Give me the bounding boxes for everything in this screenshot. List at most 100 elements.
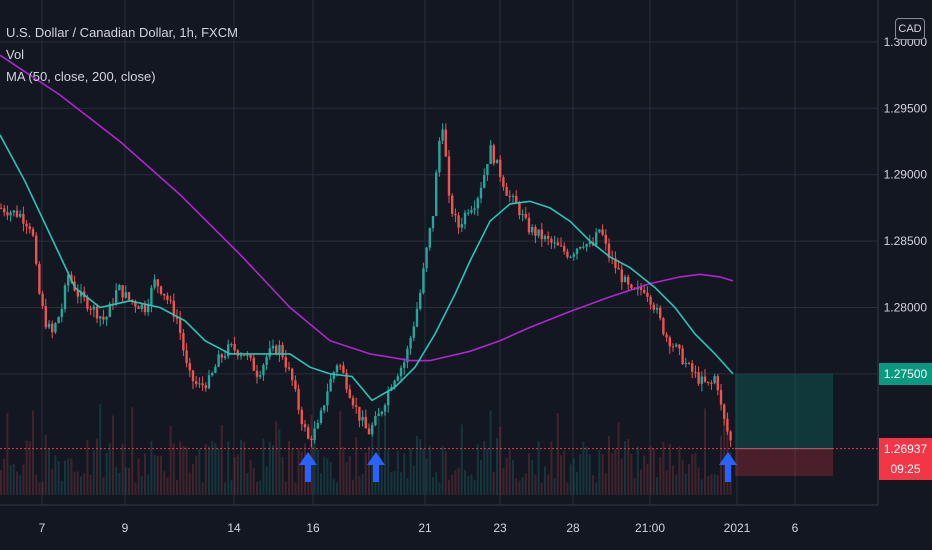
volume-bar (665, 470, 668, 495)
candle-body (547, 235, 550, 239)
candle-body (201, 383, 204, 386)
volume-bar (428, 445, 431, 495)
candle-body (518, 203, 521, 216)
candle-body (719, 390, 723, 405)
candle-body (25, 223, 28, 227)
candle-body (457, 215, 460, 228)
volume-bar (422, 448, 425, 495)
volume-bar (204, 444, 207, 495)
candle-body (28, 226, 31, 230)
volume-bar (156, 455, 159, 495)
volume-bar (592, 475, 594, 495)
volume-bar (694, 453, 697, 495)
candle-body (675, 344, 678, 347)
candle-body (195, 381, 198, 385)
candle-body (380, 411, 383, 414)
candle-body (563, 245, 566, 252)
candle-body (694, 371, 697, 373)
volume-bar (576, 471, 578, 495)
candle-body (607, 243, 611, 258)
volume-bar (80, 476, 82, 495)
volume-bar (275, 421, 278, 495)
volume-bar (268, 442, 271, 495)
candle-body (3, 208, 6, 213)
candle-body (134, 301, 137, 307)
legend-vol[interactable]: Vol (6, 47, 25, 62)
volume-bar (118, 472, 121, 495)
volume-bar (172, 443, 175, 495)
volume-bar (380, 462, 383, 495)
candle-body (271, 345, 275, 349)
volume-bar (140, 476, 143, 495)
volume-bar (220, 425, 223, 495)
support-arrows (299, 452, 737, 482)
volume-bar (361, 473, 364, 495)
volume-bar (134, 482, 137, 495)
position-box[interactable] (735, 373, 833, 477)
candle-body (102, 316, 105, 320)
currency-button[interactable]: CAD (895, 18, 925, 40)
volume-bar (54, 455, 57, 495)
volume-bar (688, 464, 690, 495)
volume-bar (713, 473, 716, 495)
candle-body (217, 354, 220, 367)
y-tick-label: 1.29500 (884, 101, 928, 115)
volume-bar (672, 465, 674, 495)
candle-body (284, 357, 287, 368)
candle-body (249, 354, 252, 358)
candle-body (691, 363, 694, 372)
volume-bar (310, 414, 313, 495)
candle-body (60, 309, 63, 318)
volume-bar (502, 468, 505, 495)
volume-bar (368, 446, 370, 495)
chart-title[interactable]: U.S. Dollar / Canadian Dollar, 1h, FXCM (6, 25, 238, 40)
candle-body (361, 416, 364, 421)
volume-bar (102, 477, 105, 495)
legend-ma[interactable]: MA (50, close, 200, close) (6, 69, 156, 84)
countdown-tag: 09:25 (879, 458, 932, 481)
candle-body (399, 367, 403, 377)
volume-bar (441, 445, 444, 495)
volume-bar (300, 451, 303, 495)
candle-body (617, 267, 620, 270)
candle-body (211, 372, 214, 376)
volume-bar (252, 467, 255, 495)
candle-body (31, 229, 35, 236)
candle-body (511, 195, 515, 197)
volume-bar (659, 457, 662, 495)
volume-bar (416, 435, 418, 495)
candle-body (726, 418, 729, 432)
candle-body (303, 424, 307, 428)
candle-body (393, 380, 396, 388)
volume-bar (636, 446, 639, 495)
volume-bar (473, 480, 476, 495)
volume-bar (19, 475, 22, 495)
candle-body (729, 431, 732, 441)
stop-loss-zone (735, 448, 833, 477)
volume-bar (332, 479, 335, 495)
candle-body (652, 304, 655, 310)
volume-bar (601, 454, 604, 495)
volume-bar (89, 475, 92, 495)
candle-body (198, 383, 201, 385)
candle-body (489, 145, 492, 165)
candle-body (476, 198, 479, 209)
volume-bar (265, 466, 268, 495)
x-tick-label: 14 (227, 521, 241, 535)
candle-body (483, 175, 486, 188)
volume-bar (211, 440, 214, 495)
volume-bar (73, 471, 76, 495)
volume-bar (675, 474, 678, 495)
candle-body (54, 323, 57, 333)
volume-bar (316, 449, 319, 495)
candle-body (527, 217, 531, 233)
volume-bar (681, 459, 684, 495)
volume-bar (259, 480, 262, 495)
up-arrow-icon (719, 452, 737, 482)
x-tick-label: 21:00 (635, 521, 665, 535)
volume-bar (409, 448, 412, 495)
volume-bar (195, 455, 198, 495)
volume-bar (550, 441, 553, 495)
